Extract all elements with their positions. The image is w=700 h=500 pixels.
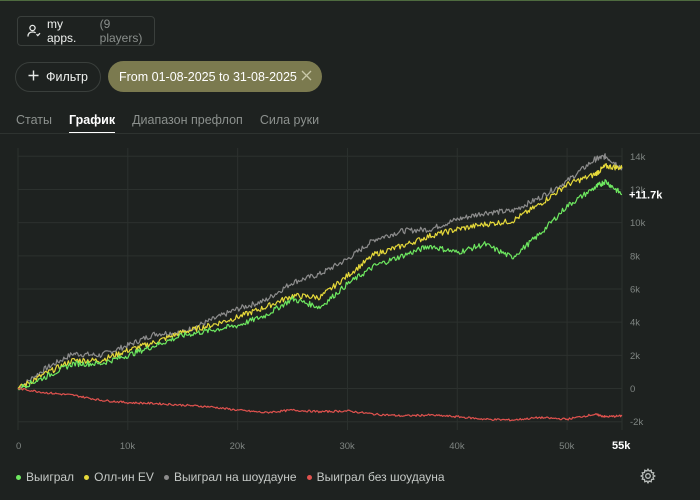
legend-label: Выиграл на шоудауне — [173, 470, 297, 484]
legend-label: Олл-ин EV — [94, 470, 154, 484]
series-line — [17, 387, 623, 422]
top-accent-line — [0, 0, 700, 1]
y-tick-label: 12k — [630, 185, 646, 196]
y-tick-label: -2k — [630, 417, 643, 428]
legend-item[interactable]: Выиграл без шоудауна — [306, 470, 445, 484]
date-range-chip[interactable]: From 01-08-2025 to 31-08-2025 — [108, 61, 322, 92]
x-tick-label: 30k — [339, 441, 355, 452]
series-line — [17, 179, 623, 391]
chart-grid — [17, 148, 623, 430]
filter-button[interactable]: Фильтр — [15, 62, 101, 92]
tab-hand-strength[interactable]: Сила руки — [259, 113, 320, 127]
tab-bar: Статы График Диапазон префлоп Сила руки — [16, 113, 336, 134]
filter-label: Фильтр — [46, 70, 88, 84]
legend-label: Выиграл — [26, 470, 75, 484]
legend-item[interactable]: Олл-ин EV — [84, 470, 154, 484]
tab-graph[interactable]: График — [69, 113, 116, 134]
chart-legend: Выиграл Олл-ин EV Выиграл на шоудауне Выигр… — [16, 470, 455, 484]
series-line — [17, 163, 623, 389]
players-count: (9 players) — [99, 17, 143, 45]
legend-dot-icon — [84, 474, 90, 480]
series-line — [17, 153, 623, 390]
gear-icon[interactable] — [639, 467, 657, 489]
chart-series — [17, 153, 623, 422]
legend-item[interactable]: Выиграл на шоудауне — [163, 470, 297, 484]
legend-dot-icon — [163, 474, 169, 480]
x-tick-label: 40k — [449, 441, 465, 452]
players-label: my apps. — [47, 17, 77, 45]
y-tick-label: 2k — [630, 351, 640, 362]
date-range-label: From 01-08-2025 to 31-08-2025 — [119, 69, 297, 84]
end-value-label: +11.7k — [629, 189, 663, 201]
legend-item[interactable]: Выиграл — [16, 470, 74, 484]
legend-label: Выиграл без шоудауна — [316, 470, 445, 484]
y-tick-label: 10k — [630, 218, 646, 229]
x-tick-label: 50k — [559, 441, 575, 452]
player-selector-button[interactable]: my apps. (9 players) — [17, 16, 155, 46]
chart-axis-labels: -2k 0 2k 4k 6k 8k 10k 12k 14k 0 10k 20k 30k 40k 50k 55k… — [16, 152, 663, 452]
x-tick-label: 20k — [230, 441, 246, 452]
x-tick-label: 0 — [16, 441, 21, 452]
tab-preflop-range[interactable]: Диапазон префлоп — [132, 113, 243, 127]
y-tick-label: 14k — [630, 152, 646, 163]
y-tick-label: 4k — [630, 318, 640, 329]
legend-dot-icon — [16, 474, 21, 480]
x-end-label: 55k — [612, 440, 631, 452]
x-tick-label: 10k — [120, 441, 136, 452]
close-icon[interactable] — [301, 70, 312, 84]
legend-dot-icon — [306, 474, 312, 480]
y-tick-label: 8k — [630, 251, 640, 262]
y-tick-label: 6k — [630, 285, 640, 296]
y-tick-label: 0 — [630, 384, 635, 395]
tabs-divider — [0, 133, 700, 134]
user-icon — [27, 24, 41, 38]
tab-stats[interactable]: Статы — [16, 113, 52, 127]
profit-chart: -2k 0 2k 4k 6k 8k 10k 12k 14k 0 10k 20k 30k 40k 50k 55k… — [16, 148, 663, 452]
plus-icon — [28, 70, 39, 84]
